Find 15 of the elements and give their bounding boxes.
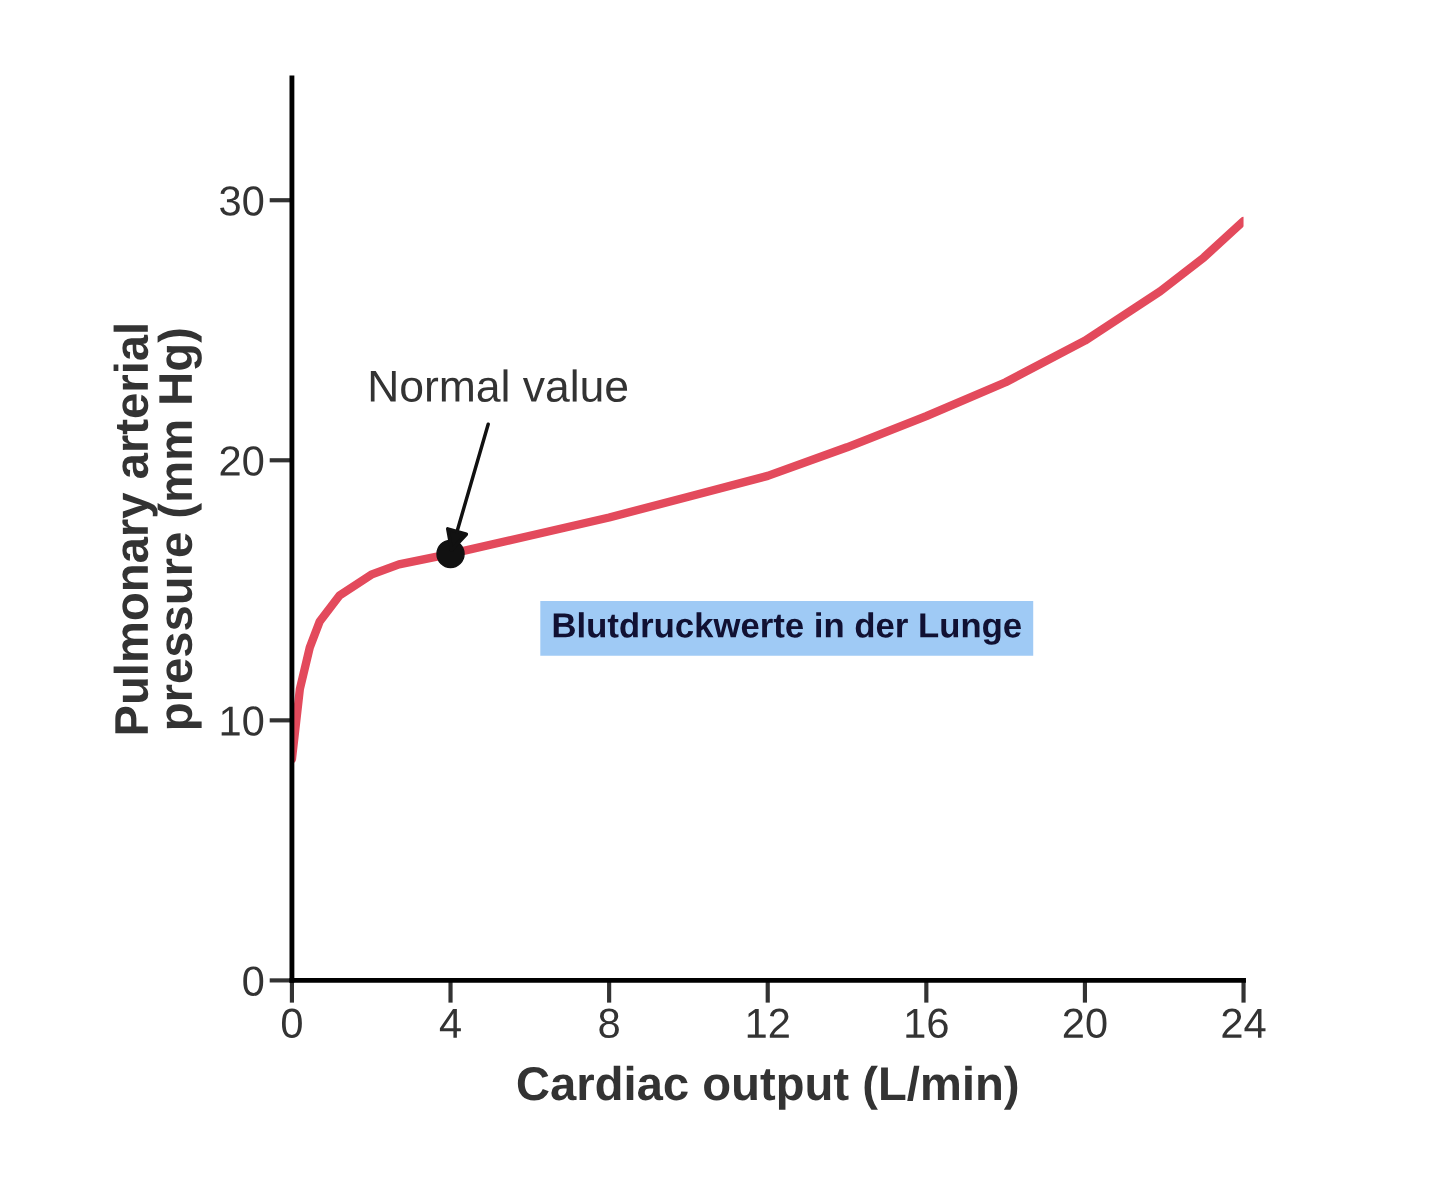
y-tick-label: 20 — [220, 446, 264, 476]
y-tick-label: 0 — [243, 966, 264, 996]
x-tick-label: 12 — [747, 1008, 789, 1038]
x-axis-title: Cardiac output (L/min) — [517, 1065, 1018, 1110]
x-tick-label: 16 — [906, 1008, 948, 1039]
y-tick-label: 30 — [220, 186, 264, 216]
x-tick-label: 24 — [1222, 1008, 1266, 1038]
x-tick-label: 4 — [439, 1009, 461, 1038]
annotation: Normal value — [370, 369, 628, 402]
annotation: Blutdruckwerte in der Lunge — [553, 612, 1021, 645]
x-tick-label: 0 — [281, 1008, 302, 1039]
x-tick-label: 8 — [599, 1008, 619, 1039]
x-tick-label: 20 — [1063, 1008, 1107, 1039]
y-axis-title: Pulmonary arterial pressure (mm Hg) — [113, 325, 202, 734]
y-tick-label: 10 — [221, 706, 264, 736]
